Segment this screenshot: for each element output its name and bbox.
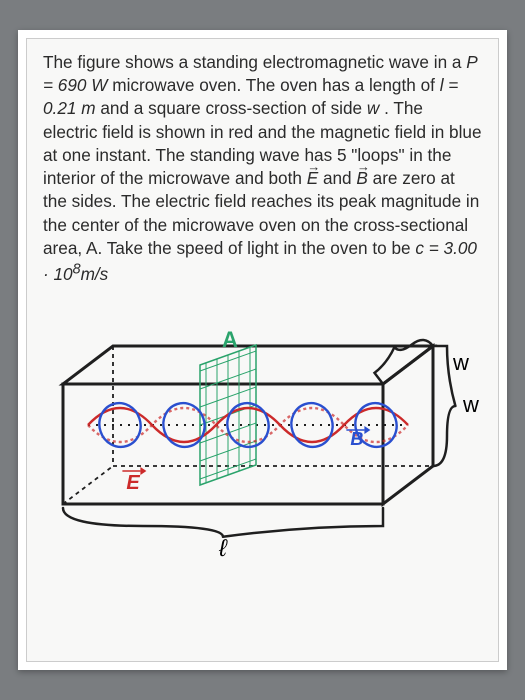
t-c-exp: 8 — [73, 261, 81, 277]
t-3: and a square cross-section of side — [100, 98, 367, 118]
t-w: w — [367, 98, 379, 118]
t-c-unit: m/s — [81, 264, 109, 284]
svg-text:A: A — [222, 327, 238, 352]
em-wave-diagram: A E Bww ℓ — [43, 304, 483, 584]
svg-text:B: B — [350, 429, 363, 449]
svg-text:ℓ: ℓ — [218, 535, 228, 562]
t-2: microwave oven. The oven has a length of — [112, 75, 439, 95]
t-1: The figure shows a standing electromagne… — [43, 52, 466, 72]
t-and: and — [323, 168, 356, 188]
problem-text: The figure shows a standing electromagne… — [43, 51, 482, 286]
svg-text:w: w — [462, 392, 479, 417]
t-E: E — [307, 168, 318, 188]
svg-text:E: E — [126, 472, 140, 494]
svg-text:w: w — [452, 350, 469, 375]
t-B: B — [356, 168, 367, 188]
